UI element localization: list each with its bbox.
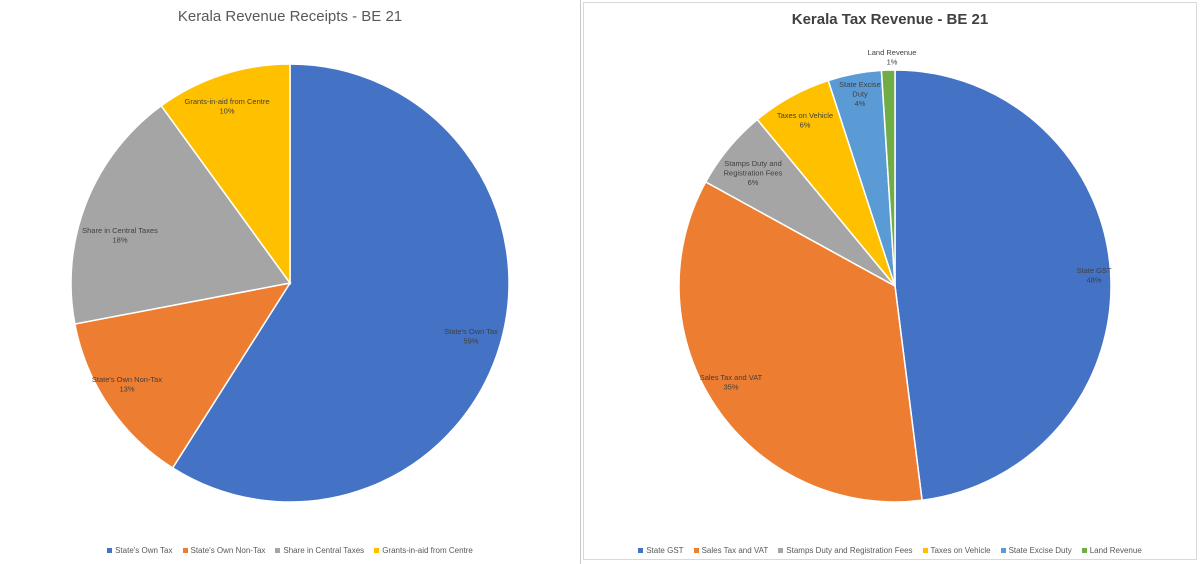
legend-swatch (1000, 548, 1006, 553)
legend-item: Grants-in-aid from Centre (374, 546, 473, 555)
legend-item: State's Own Non-Tax (182, 546, 266, 555)
legend-item: State's Own Tax (107, 546, 173, 555)
legend-label: State's Own Tax (115, 546, 173, 555)
legend-swatch (1081, 548, 1087, 553)
slice-label: Share in Central Taxes 18% (82, 226, 158, 245)
legend-swatch (374, 548, 380, 553)
revenue-receipts-chart: Kerala Revenue Receipts - BE 21 State's … (0, 0, 580, 564)
chart-legend: State's Own Tax State's Own Non-Tax Shar… (0, 546, 580, 555)
slice-label: Stamps Duty and Registration Fees 6% (724, 159, 783, 187)
slice-label: State GST 48% (1076, 266, 1111, 285)
tax-revenue-chart: Kerala Tax Revenue - BE 21 State GST 48% S… (583, 2, 1197, 560)
legend-label: Sales Tax and VAT (701, 546, 769, 555)
chart-title: Kerala Revenue Receipts - BE 21 (177, 8, 403, 25)
legend-swatch (693, 548, 699, 553)
slice-label: Taxes on Vehicle 6% (777, 111, 833, 130)
legend-swatch (922, 548, 928, 553)
pie-slice (880, 69, 896, 287)
legend-swatch (182, 548, 188, 553)
legend-item: Sales Tax and VAT (693, 546, 769, 555)
slice-label: State's Own Tax 59% (444, 327, 498, 346)
pie-slice (171, 63, 510, 503)
slice-label: Sales Tax and VAT 35% (700, 373, 763, 392)
legend-label: Grants-in-aid from Centre (382, 546, 473, 555)
chart-legend: State GST Sales Tax and VAT Stamps Duty … (584, 546, 1196, 555)
slice-label: State's Own Non-Tax 13% (92, 375, 162, 394)
slice-label: State Excise Duty 4% (839, 80, 881, 108)
chart-title: Kerala Tax Revenue - BE 21 (791, 11, 989, 28)
pie-slice (74, 281, 292, 469)
legend-swatch (107, 548, 113, 553)
legend-item: Stamps Duty and Registration Fees (778, 546, 913, 555)
legend-label: Stamps Duty and Registration Fees (786, 546, 913, 555)
pie-slice (894, 69, 1112, 502)
legend-item: Taxes on Vehicle (922, 546, 991, 555)
legend-label: State's Own Non-Tax (190, 546, 266, 555)
legend-label: Taxes on Vehicle (930, 546, 991, 555)
legend-item: State Excise Duty (1000, 546, 1072, 555)
legend-item: Share in Central Taxes (275, 546, 364, 555)
legend-item: Land Revenue (1081, 546, 1142, 555)
legend-label: State GST (646, 546, 684, 555)
pie-slice (70, 104, 292, 325)
legend-label: Share in Central Taxes (283, 546, 365, 555)
slice-label: Land Revenue 1% (868, 48, 917, 67)
legend-swatch (778, 548, 784, 553)
pie-slice (678, 180, 923, 503)
legend-label: State Excise Duty (1008, 546, 1072, 555)
pie-slice (160, 63, 291, 286)
slice-label: Grants-in-aid from Centre 10% (184, 97, 269, 116)
legend-swatch (275, 548, 281, 553)
pie-plot-area: State's Own Tax 59% State's Own Non-Tax 13%… (70, 63, 510, 503)
legend-item: State GST (638, 546, 684, 555)
panel-divider (580, 0, 581, 564)
pie-plot-area: State GST 48% Sales Tax and VAT 35% Stamps D… (678, 48, 1112, 503)
legend-swatch (638, 548, 644, 553)
legend-label: Land Revenue (1089, 546, 1142, 555)
